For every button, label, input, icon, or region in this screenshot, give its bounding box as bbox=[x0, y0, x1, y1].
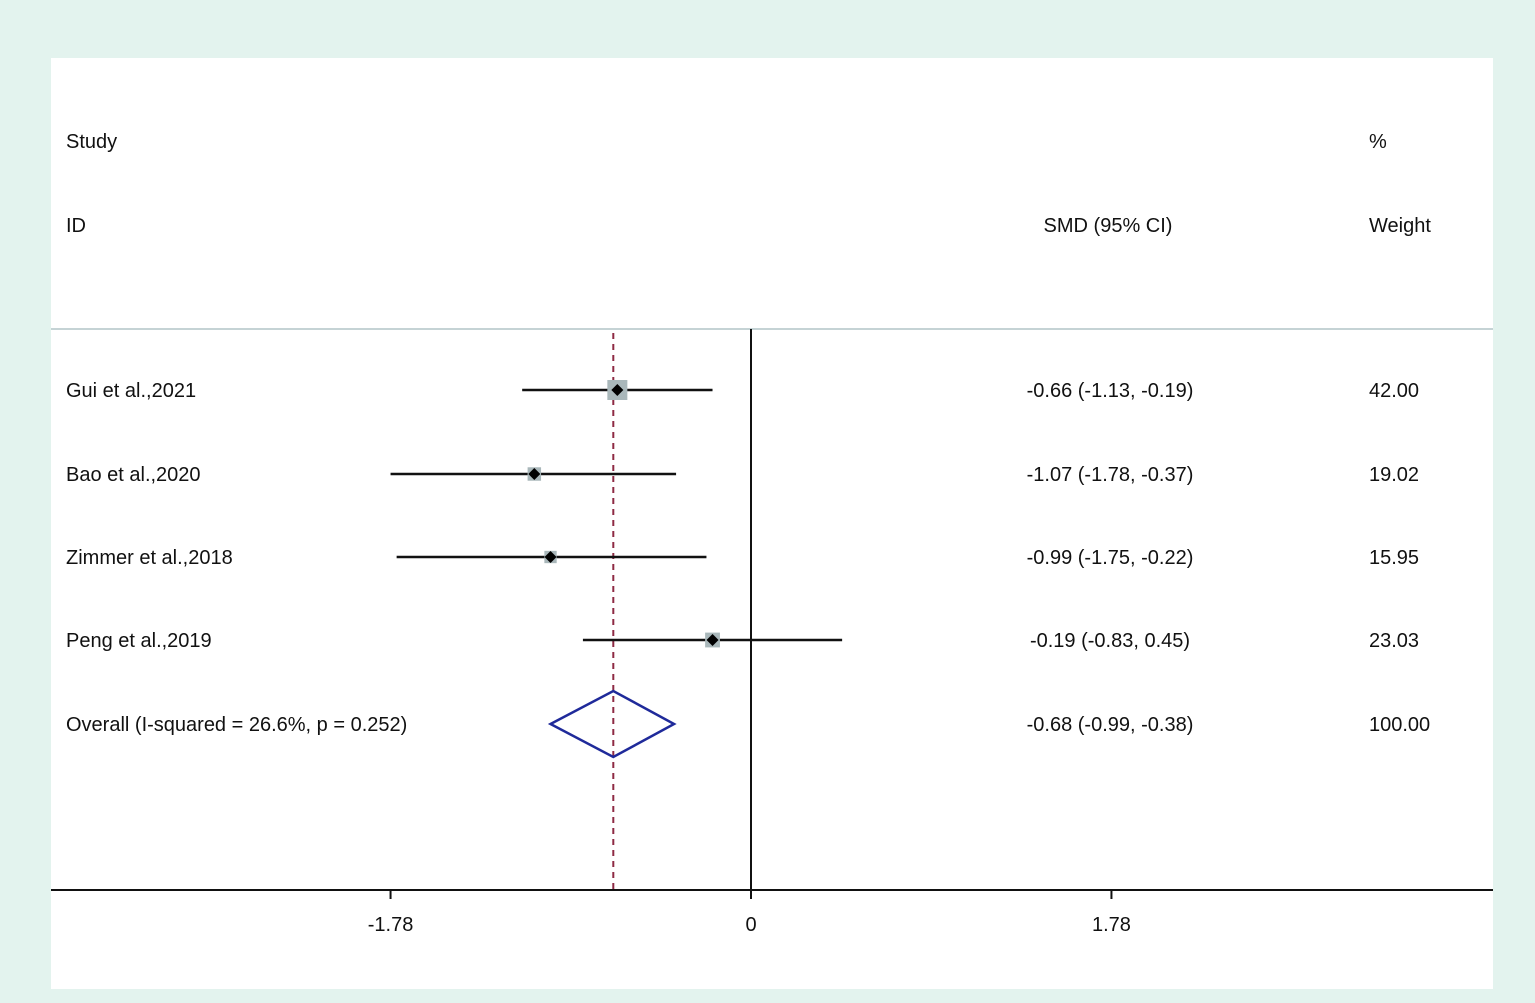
point-estimate bbox=[528, 468, 541, 480]
study-label: Gui et al.,2021 bbox=[66, 380, 196, 402]
forest-marks: Gui et al.,2021 -0.66 (-1.13, -0.19) 42.00… bbox=[66, 329, 1430, 890]
effect-ci-text: -1.07 (-1.78, -0.37) bbox=[1027, 464, 1194, 486]
overall-ci-text: -0.68 (-0.99, -0.38) bbox=[1027, 714, 1194, 736]
weight-text: 42.00 bbox=[1369, 380, 1419, 402]
overall-weight-text: 100.00 bbox=[1369, 714, 1430, 736]
header-percent: % bbox=[1369, 131, 1387, 153]
x-axis: -1.78 0 1.78 bbox=[51, 889, 1493, 936]
point-estimate bbox=[544, 551, 557, 563]
point-estimate bbox=[611, 384, 624, 396]
x-tick-label: -1.78 bbox=[368, 914, 414, 936]
effect-ci-text: -0.66 (-1.13, -0.19) bbox=[1027, 380, 1194, 402]
weight-text: 19.02 bbox=[1369, 464, 1419, 486]
study-label: Bao et al.,2020 bbox=[66, 464, 201, 486]
header-study: Study bbox=[66, 131, 117, 153]
overall-label: Overall (I-squared = 26.6%, p = 0.252) bbox=[66, 714, 407, 736]
study-label: Peng et al.,2019 bbox=[66, 630, 212, 652]
weight-text: 15.95 bbox=[1369, 547, 1419, 569]
study-label: Zimmer et al.,2018 bbox=[66, 547, 233, 569]
header-weight: Weight bbox=[1369, 215, 1431, 237]
effect-ci-text: -0.19 (-0.83, 0.45) bbox=[1030, 630, 1190, 652]
x-tick-label: 1.78 bbox=[1092, 914, 1131, 936]
plot-background bbox=[51, 58, 1493, 989]
x-tick-label: 0 bbox=[745, 914, 756, 936]
header-effect: SMD (95% CI) bbox=[1044, 215, 1173, 237]
weight-text: 23.03 bbox=[1369, 630, 1419, 652]
point-estimate bbox=[706, 634, 719, 646]
overall-diamond bbox=[547, 689, 677, 759]
header-id: ID bbox=[66, 215, 86, 237]
effect-ci-text: -0.99 (-1.75, -0.22) bbox=[1027, 547, 1194, 569]
